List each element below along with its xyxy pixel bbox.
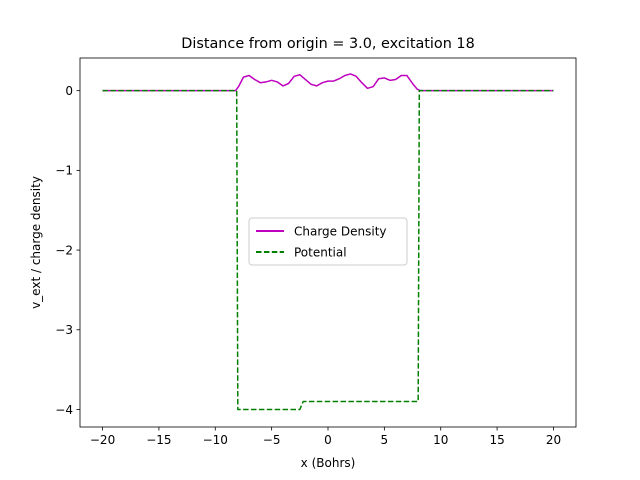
x-tick-label: 0 (324, 433, 332, 447)
legend-box (248, 217, 408, 266)
x-tick-label: −10 (203, 433, 228, 447)
x-tick-label: 10 (433, 433, 448, 447)
legend-label-charge-density: Charge Density (294, 225, 387, 239)
x-tick-label: −20 (90, 433, 115, 447)
y-tick-label: −3 (55, 323, 73, 337)
legend: Charge Density Potential (248, 217, 408, 266)
x-tick-label: −15 (146, 433, 171, 447)
series-line-potential (102, 89, 554, 411)
chart-title: Distance from origin = 3.0, excitation 1… (181, 36, 474, 52)
x-axis-label: x (Bohrs) (301, 456, 356, 470)
x-tick-label: 5 (381, 433, 389, 447)
y-axis: 0 −1 −2 −3 −4 (55, 84, 80, 417)
legend-label-potential: Potential (294, 246, 347, 260)
y-tick-label: −1 (55, 164, 73, 178)
x-tick-label: 15 (489, 433, 504, 447)
x-tick-label: −5 (263, 433, 281, 447)
x-tick-label: 20 (546, 433, 561, 447)
y-tick-label: −4 (55, 403, 73, 417)
y-axis-label: v_ext / charge density (29, 176, 43, 309)
y-tick-label: 0 (65, 84, 73, 98)
marks-layer (102, 73, 554, 411)
y-tick-label: −2 (55, 243, 73, 257)
x-axis: −20 −15 −10 −5 0 5 10 15 20 (90, 427, 561, 447)
series-line-charge-density (102, 73, 554, 92)
